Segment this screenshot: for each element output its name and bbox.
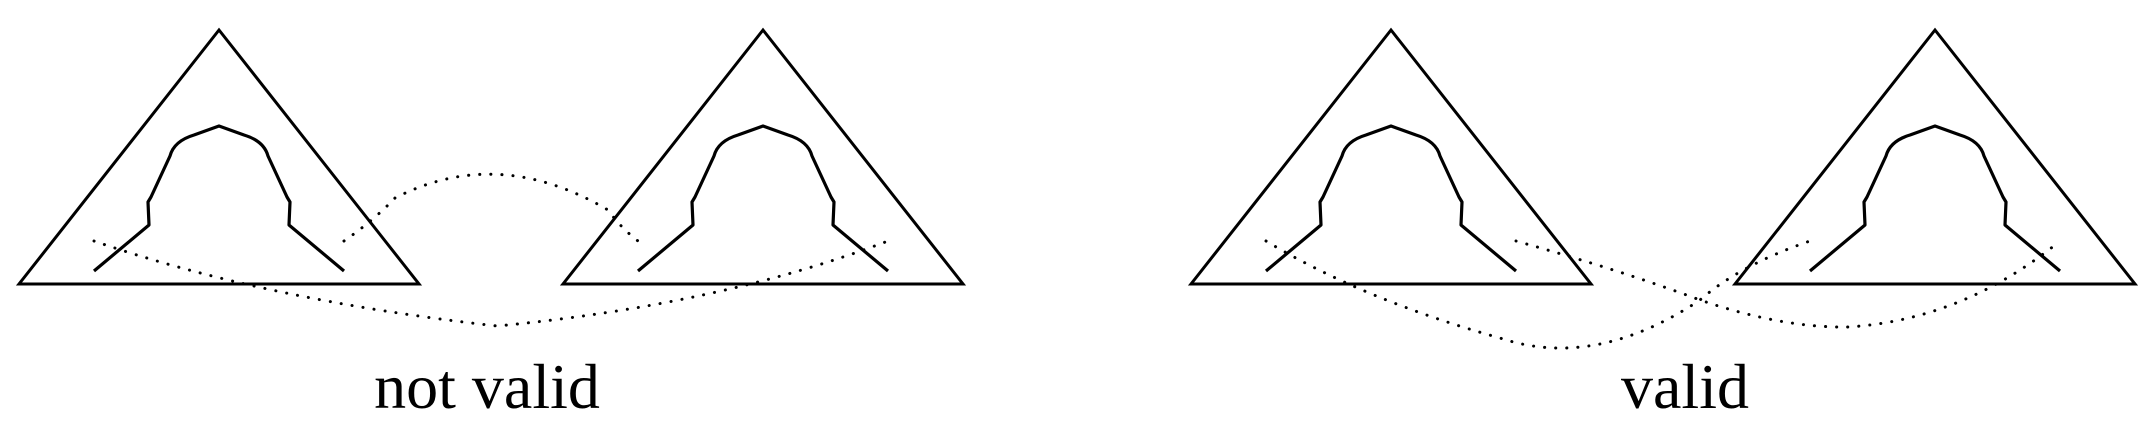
- crossing-arc-a: [1264, 239, 1812, 350]
- panel-valid: valid: [1189, 28, 2137, 422]
- upper-arc: [342, 172, 640, 243]
- panel-not-valid: not valid: [17, 28, 965, 422]
- tree-left: [1189, 28, 1593, 286]
- tree-right: [561, 28, 965, 286]
- tree-left: [17, 28, 421, 286]
- label-not-valid: not valid: [374, 351, 600, 422]
- tree-right: [1733, 28, 2137, 286]
- label-valid: valid: [1621, 351, 1749, 422]
